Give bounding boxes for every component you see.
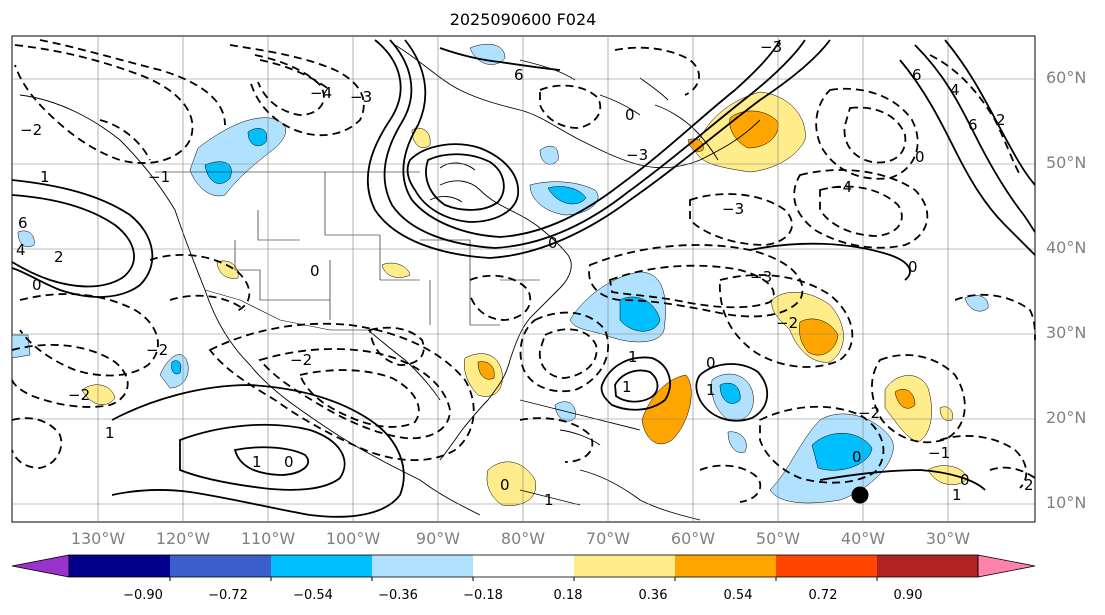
contour-label: 1: [628, 348, 638, 366]
contour-label: 0: [908, 258, 918, 276]
positive-contours: [11, 39, 1036, 518]
colorbar-tick-label: 0.54: [723, 588, 753, 603]
colorbar-extend-min: [11, 554, 70, 578]
contour-label: 1: [952, 486, 962, 504]
colorbar-swatch: [69, 555, 171, 577]
contour-label: −2: [776, 314, 798, 332]
contour-label: −3: [626, 146, 648, 164]
colorbar-tick-label: −0.72: [208, 588, 248, 603]
lon-label: 110°W: [240, 529, 296, 548]
contour-label: 0: [852, 448, 862, 466]
negative-contours: [11, 39, 1036, 503]
location-marker: [851, 486, 869, 504]
contour-label: −3: [750, 268, 772, 286]
lon-label: 30°W: [925, 529, 971, 548]
coastlines: [19, 44, 761, 521]
contour-label: 6: [18, 214, 28, 232]
contour-label: 0: [310, 262, 320, 280]
contour-label: 0: [960, 471, 970, 489]
colorbar-tick-label: 0.18: [553, 588, 583, 603]
contour-label: −2: [290, 351, 312, 369]
contour-label: −4: [830, 178, 852, 196]
negative-shading: [11, 43, 989, 504]
colorbar-frame: [68, 554, 979, 578]
contour-label: 1: [40, 168, 50, 186]
colorbar-tick-label: 0.72: [808, 588, 838, 603]
map-title: 2025090600 F024: [449, 10, 597, 29]
strong-negative-shading: [171, 128, 873, 471]
colorbar-tick-label: 0.36: [638, 588, 668, 603]
lon-label: 70°W: [585, 529, 631, 548]
colorbar-swatch: [271, 555, 373, 577]
contour-label: 6: [514, 66, 524, 84]
contour-label: 1: [544, 491, 554, 509]
lat-label: 60°N: [1046, 68, 1087, 87]
colorbar-swatch: [675, 555, 777, 577]
lat-label: 30°N: [1046, 323, 1087, 342]
contour-label: 1: [105, 424, 115, 442]
contour-label: −2: [20, 121, 42, 139]
colorbar-tick-label: 0.90: [893, 588, 923, 603]
contour-label: −3: [722, 200, 744, 218]
lat-label: 40°N: [1046, 238, 1087, 257]
lon-label: 130°W: [70, 529, 126, 548]
colorbar-tick-label: −0.90: [123, 588, 163, 603]
lon-label: 50°W: [755, 529, 801, 548]
lon-label: 120°W: [155, 529, 211, 548]
lat-label: 20°N: [1046, 408, 1087, 427]
contour-label: −3: [760, 38, 782, 56]
contour-label: 6: [912, 66, 922, 84]
contour-label: 0: [706, 354, 716, 372]
contour-label: 4: [950, 81, 960, 99]
strong-positive-shading: [477, 110, 916, 445]
map-panel: 6 1 1 0 1 1 0 1 0 4 6 2 0 −2 −2 −2 −2 −4…: [11, 35, 1036, 523]
contour-label: −2: [858, 404, 880, 422]
lon-label: 90°W: [415, 529, 461, 548]
lat-label: 10°N: [1046, 493, 1087, 512]
colorbar-tick-label: −0.18: [463, 588, 503, 603]
lon-label: 40°W: [840, 529, 886, 548]
contour-label: 0: [284, 453, 294, 471]
contour-label: 2: [54, 248, 64, 266]
colorbar-extend-max: [977, 554, 1036, 578]
contour-label: −1: [148, 168, 170, 186]
contour-label: 1: [252, 453, 262, 471]
colorbar-tick-label: −0.54: [293, 588, 333, 603]
contour-label: −2: [146, 341, 168, 359]
lon-label: 80°W: [500, 529, 546, 548]
contour-label: 2: [996, 111, 1006, 129]
colorbar-swatch: [170, 555, 272, 577]
contour-labels: 6 1 1 0 1 1 0 1 0 4 6 2 0 −2 −2 −2 −2 −4…: [16, 38, 1034, 509]
contour-label: 0: [548, 234, 558, 252]
colorbar-swatch: [473, 555, 575, 577]
contour-label: 0: [500, 476, 510, 494]
contour-label: −4: [310, 84, 332, 102]
contour-label: 0: [32, 276, 42, 294]
lon-label: 60°W: [670, 529, 716, 548]
contour-label: 0: [625, 106, 635, 124]
contour-label: 1: [622, 378, 632, 396]
contour-label: 0: [915, 148, 925, 166]
colorbar: [11, 554, 1036, 581]
contour-label: −2: [68, 386, 90, 404]
colorbar-swatch: [776, 555, 878, 577]
colorbar-swatch: [372, 555, 474, 577]
contour-label: 2: [1024, 476, 1034, 494]
contour-label: 4: [16, 241, 26, 259]
contour-label: −1: [928, 444, 950, 462]
political-borders: [155, 171, 540, 331]
lat-label: 50°N: [1046, 153, 1087, 172]
colorbar-tick-label: −0.36: [378, 588, 418, 603]
colorbar-swatch: [877, 555, 979, 577]
colorbar-swatch: [574, 555, 676, 577]
lon-label: 100°W: [325, 529, 381, 548]
contour-label: −3: [350, 88, 372, 106]
contour-label: 1: [706, 381, 716, 399]
contour-label: 6: [968, 116, 978, 134]
